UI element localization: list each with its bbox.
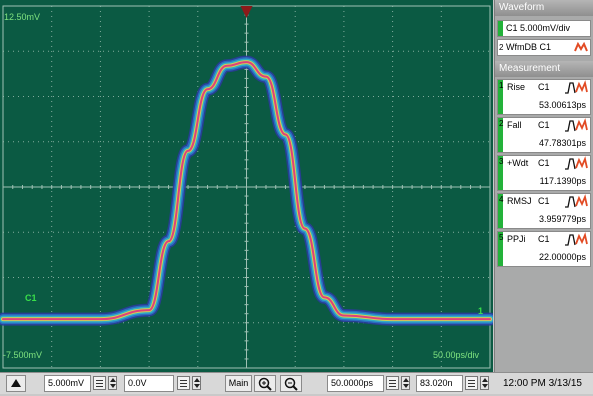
- waveform-item-label: C1 5.000mV/div: [506, 23, 571, 33]
- timebase-scale-label: 50.00ps/div: [433, 350, 480, 360]
- measurement-marker: [498, 118, 503, 152]
- trigger-marker-icon: [240, 6, 253, 18]
- measurement-name: RMSJ: [507, 196, 532, 206]
- timebase-spinner[interactable]: [401, 376, 410, 390]
- measurement-number: 5: [499, 233, 504, 242]
- measurement-marker: [498, 156, 503, 190]
- measurement-value: 117.1390ps: [539, 176, 586, 186]
- vertical-scale-spinner[interactable]: [108, 376, 117, 390]
- zoom-in-icon: [258, 377, 272, 391]
- waveform-trace: [2, 61, 491, 321]
- top-scale-label: 12.50mV: [4, 12, 41, 22]
- waveform-item-c1[interactable]: C1 5.000mV/div: [497, 20, 591, 37]
- measurement-channel: C1: [538, 120, 550, 130]
- keypad-icon[interactable]: [465, 376, 478, 390]
- channel-marker: [498, 21, 503, 36]
- measurement-value: 47.78301ps: [538, 138, 586, 148]
- ground-marker-label[interactable]: 1: [478, 306, 484, 316]
- measurement-pulse-icon: [565, 118, 588, 132]
- keypad-icon[interactable]: [177, 376, 190, 390]
- position-spinner[interactable]: [480, 376, 489, 390]
- waveform-item-number: 2: [499, 43, 504, 52]
- timebase-field[interactable]: 50.0000ps: [327, 375, 384, 392]
- zoom-in-button[interactable]: [254, 375, 276, 392]
- measurement-name: +Wdt: [507, 158, 529, 168]
- measurement-marker: [498, 232, 503, 266]
- measurement-number: 3: [499, 157, 504, 166]
- measurement-name: PPJi: [507, 234, 526, 244]
- waveform-item-wfmdb[interactable]: 2 WfmDB C1: [497, 39, 591, 56]
- measurement-name: Rise: [507, 82, 526, 92]
- datetime-display: 12:00 PM 3/13/15: [503, 378, 582, 389]
- measurement-number: 1: [499, 81, 504, 90]
- offset-spinner[interactable]: [192, 376, 201, 390]
- waveform-display[interactable]: 12.50mV -7.500mV 50.00ps/div C1 1: [0, 0, 493, 372]
- measurement-list: 1 Rise C1 53.00613ps 2 Fall C1 47.78301ps 3 +Wdt C…: [495, 79, 593, 267]
- waveform-header: Waveform: [495, 0, 593, 16]
- zoom-out-icon: [284, 377, 298, 391]
- waveform-item-label: WfmDB C1: [506, 42, 551, 52]
- measurement-number: 4: [499, 195, 504, 204]
- measurement-channel: C1: [538, 82, 550, 92]
- measurement-channel: C1: [538, 196, 550, 206]
- measurement-item[interactable]: 2 Fall C1 47.78301ps: [497, 117, 591, 153]
- bottom-toolbar: 5.000mV 0.0V Main 50.0000ps 83.020n 12:0…: [0, 372, 593, 394]
- measurement-marker: [498, 80, 503, 114]
- position-field[interactable]: 83.020n: [416, 375, 463, 392]
- measurement-pulse-icon: [565, 232, 588, 246]
- measurement-number: 2: [499, 119, 504, 128]
- waveform-icon: [574, 42, 588, 52]
- main-button[interactable]: Main: [225, 375, 252, 392]
- bottom-scale-label: -7.500mV: [3, 350, 43, 360]
- channel-label: C1: [25, 293, 37, 303]
- keypad-icon[interactable]: [386, 376, 399, 390]
- scroll-up-button[interactable]: [6, 375, 26, 392]
- measurement-channel: C1: [538, 234, 550, 244]
- offset-field[interactable]: 0.0V: [124, 375, 174, 392]
- measurement-value: 3.959779ps: [538, 214, 586, 224]
- measurement-name: Fall: [507, 120, 522, 130]
- measurement-item[interactable]: 3 +Wdt C1 117.1390ps: [497, 155, 591, 191]
- measurement-item[interactable]: 1 Rise C1 53.00613ps: [497, 79, 591, 115]
- zoom-out-button[interactable]: [280, 375, 302, 392]
- measurement-pulse-icon: [565, 80, 588, 94]
- measurement-item[interactable]: 5 PPJi C1 22.00000ps: [497, 231, 591, 267]
- measurement-item[interactable]: 4 RMSJ C1 3.959779ps: [497, 193, 591, 229]
- measurement-pulse-icon: [565, 156, 588, 170]
- measurement-pulse-icon: [565, 194, 588, 208]
- measurement-header: Measurement: [495, 61, 593, 77]
- graticule: [0, 5, 493, 369]
- measurement-channel: C1: [538, 158, 550, 168]
- keypad-icon[interactable]: [93, 376, 106, 390]
- right-panel: Waveform C1 5.000mV/div 2 WfmDB C1 Measu…: [494, 0, 593, 372]
- arrow-up-icon: [11, 379, 21, 387]
- vertical-scale-field[interactable]: 5.000mV: [44, 375, 91, 392]
- measurement-marker: [498, 194, 503, 228]
- measurement-value: 53.00613ps: [538, 100, 586, 110]
- measurement-value: 22.00000ps: [538, 252, 586, 262]
